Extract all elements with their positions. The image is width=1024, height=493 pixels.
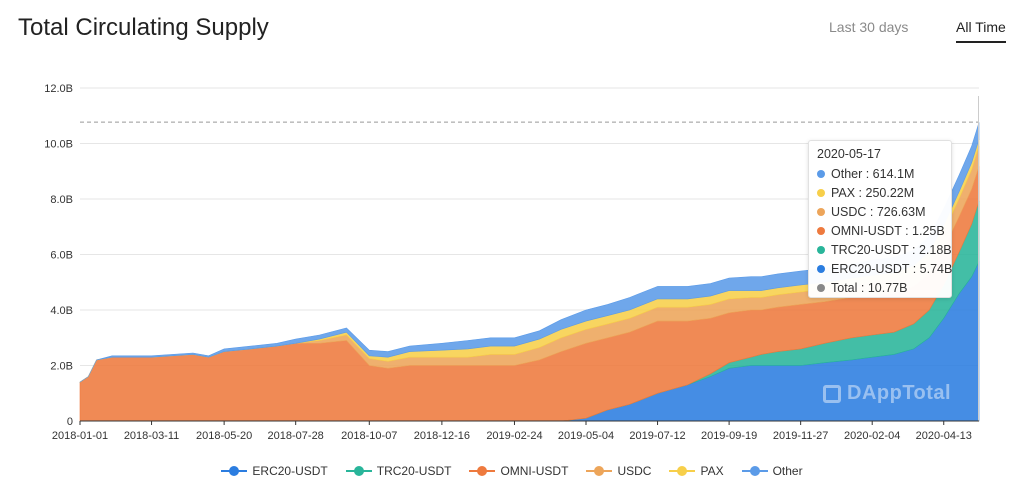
tooltip-row-label: PAX : 250.22M xyxy=(831,185,915,200)
dapptotal-logo-icon xyxy=(823,385,841,403)
tooltip-row: OMNI-USDT : 1.25B xyxy=(817,221,945,240)
y-tick-label: 8.0B xyxy=(50,194,73,206)
x-tick-label: 2018-07-28 xyxy=(268,430,324,442)
legend-label: PAX xyxy=(700,464,724,478)
tooltip-row: Total : 10.77B xyxy=(817,278,943,297)
legend-item[interactable]: ERC20-USDT xyxy=(221,464,328,478)
x-tick-label: 2018-10-07 xyxy=(341,430,397,442)
watermark: DAppTotal xyxy=(823,382,951,405)
tooltip-rows: Other : 614.1M PAX : 250.22M USDC : 726.63… xyxy=(817,164,952,297)
x-tick-label: 2018-05-20 xyxy=(196,430,252,442)
legend-item[interactable]: TRC20-USDT xyxy=(345,464,452,478)
x-tick-label: 2019-07-12 xyxy=(629,430,685,442)
tooltip-row-label: TRC20-USDT : 2.18B xyxy=(831,242,952,257)
tooltip-dot-icon xyxy=(817,245,825,254)
x-tick-label: 2019-09-19 xyxy=(701,430,757,442)
tooltip-row: PAX : 250.22M xyxy=(817,183,943,202)
x-tick-label: 2018-01-01 xyxy=(52,430,108,442)
tooltip-dot-icon xyxy=(817,226,825,235)
legend-item[interactable]: USDC xyxy=(586,464,651,478)
tooltip-dot-icon xyxy=(817,188,825,197)
tooltip-row-label: ERC20-USDT : 5.74B xyxy=(831,261,953,276)
x-tick-label: 2019-02-24 xyxy=(486,430,542,442)
tab-all-time[interactable]: All Time xyxy=(956,19,1006,43)
tooltip-row-label: OMNI-USDT : 1.25B xyxy=(831,223,945,238)
x-tick-label: 2019-05-04 xyxy=(558,430,614,442)
y-tick-label: 4.0B xyxy=(50,305,73,317)
legend-item[interactable]: PAX xyxy=(669,464,724,478)
tooltip-row-label: Other : 614.1M xyxy=(831,166,915,181)
x-tick-label: 2019-11-27 xyxy=(773,430,828,442)
legend-item[interactable]: Other xyxy=(741,464,803,478)
legend-marker-icon xyxy=(221,466,248,476)
x-tick-label: 2018-12-16 xyxy=(414,430,470,442)
legend-marker-icon xyxy=(741,466,768,476)
tooltip-row: TRC20-USDT : 2.18B xyxy=(817,240,952,259)
tooltip-row: USDC : 726.63M xyxy=(817,202,943,221)
legend-label: OMNI-USDT xyxy=(500,464,569,478)
tab-last-30-days[interactable]: Last 30 days xyxy=(829,19,909,35)
legend-label: USDC xyxy=(617,464,652,478)
y-tick-label: 0 xyxy=(67,416,73,428)
y-tick-label: 2.0B xyxy=(50,361,73,373)
legend-label: Other xyxy=(772,464,803,478)
legend-marker-icon xyxy=(669,466,696,476)
legend-label: ERC20-USDT xyxy=(252,464,328,478)
tooltip-row-label: Total : 10.77B xyxy=(831,280,908,295)
legend-marker-icon xyxy=(586,466,613,476)
tooltip-row-label: USDC : 726.63M xyxy=(831,204,926,219)
y-tick-label: 12.0B xyxy=(44,83,73,95)
tooltip-row: Other : 614.1M xyxy=(817,164,943,183)
y-tick-label: 6.0B xyxy=(50,250,73,262)
x-tick-label: 2020-04-13 xyxy=(916,430,972,442)
y-tick-label: 10.0B xyxy=(44,139,73,151)
x-tick-label: 2018-03-11 xyxy=(124,430,179,442)
legend-label: TRC20-USDT xyxy=(376,464,452,478)
page-title: Total Circulating Supply xyxy=(18,14,269,41)
legend-item[interactable]: OMNI-USDT xyxy=(469,464,568,478)
tooltip-dot-icon xyxy=(817,283,825,292)
tooltip-dot-icon xyxy=(817,169,825,178)
tooltip-date: 2020-05-17 xyxy=(817,147,881,161)
chart-axes: 0 2.0B 4.0B 6.0B 8.0B 10.0B 12.0B 2018-01-01 201… xyxy=(44,83,979,442)
chart-tooltip: 2020-05-17 Other : 614.1M PAX : 250.22M US… xyxy=(808,140,952,298)
tooltip-dot-icon xyxy=(817,264,825,273)
watermark-text: DAppTotal xyxy=(847,382,952,404)
legend-marker-icon xyxy=(345,466,372,476)
x-tick-label: 2020-02-04 xyxy=(844,430,900,442)
chart-legend: ERC20-USDT TRC20-USDT OMNI-USDT USDC PAX Othe… xyxy=(0,464,1024,478)
tooltip-row: ERC20-USDT : 5.74B xyxy=(817,259,952,278)
tooltip-dot-icon xyxy=(817,207,825,216)
legend-marker-icon xyxy=(469,466,496,476)
